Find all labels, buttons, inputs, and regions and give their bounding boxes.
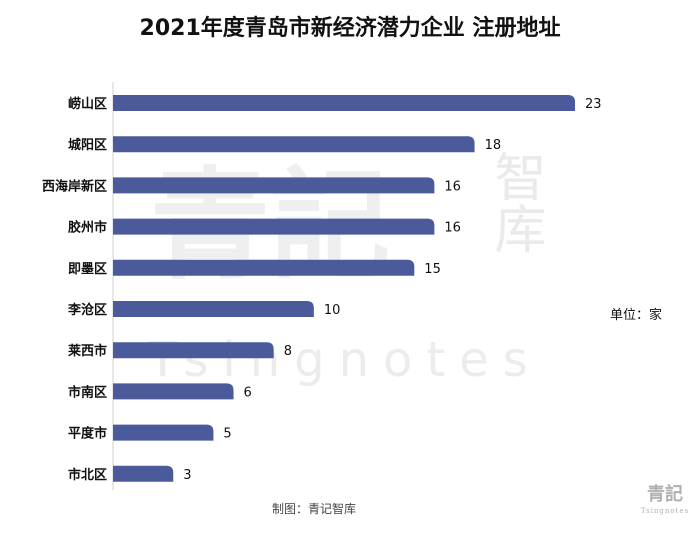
data-label: 3 <box>183 468 191 483</box>
chart-credit: 制图：青记智库 <box>272 502 357 516</box>
brand-logo-zh: 青記 <box>647 484 683 505</box>
data-label: 16 <box>444 221 461 236</box>
category-label: 城阳区 <box>68 137 107 153</box>
data-label: 23 <box>585 97 602 112</box>
category-label: 即墨区 <box>68 262 107 277</box>
bar <box>113 301 314 317</box>
chart-title: 2021年度青岛市新经济潜力企业 注册地址 <box>139 16 561 41</box>
bar <box>113 177 435 194</box>
bar <box>113 383 234 400</box>
data-label: 5 <box>223 427 231 442</box>
brand-logo: 青記 Tsingnotes <box>634 484 696 526</box>
data-label: 18 <box>485 138 502 153</box>
category-label: 市南区 <box>68 384 107 400</box>
category-label: 李沧区 <box>67 302 107 318</box>
bar <box>113 95 575 111</box>
category-label: 胶州市 <box>68 220 107 236</box>
data-label: 15 <box>424 262 441 277</box>
bar <box>113 259 415 276</box>
bar <box>113 342 274 359</box>
bar <box>113 465 174 482</box>
bar <box>113 424 214 441</box>
watermark-latin-text: Tsingnotes <box>148 332 542 388</box>
category-label: 崂山区 <box>68 96 107 112</box>
data-label: 16 <box>444 179 461 194</box>
category-label: 市北区 <box>68 467 107 483</box>
watermark-side-text: 智库 <box>485 150 545 254</box>
data-label: 10 <box>324 303 341 318</box>
category-label: 莱西市 <box>68 343 107 359</box>
brand-logo-en: Tsingnotes <box>640 507 690 515</box>
unit-label: 单位：家 <box>610 308 663 323</box>
data-label: 8 <box>284 344 292 359</box>
category-label: 平度市 <box>68 426 107 442</box>
category-label: 西海岸新区 <box>42 178 107 194</box>
bar <box>113 218 435 235</box>
data-label: 6 <box>244 385 252 400</box>
bar <box>113 136 475 153</box>
